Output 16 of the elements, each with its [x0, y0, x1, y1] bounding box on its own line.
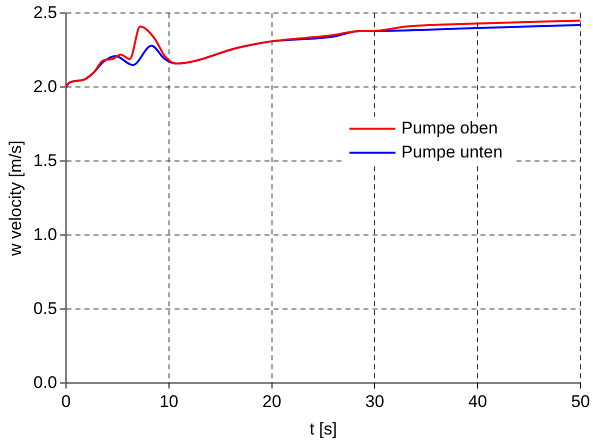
x-axis-title: t [s]	[310, 419, 337, 438]
x-tick-label: 0	[61, 392, 71, 412]
x-tick-label: 50	[571, 392, 590, 412]
x-tick-label: 20	[262, 392, 282, 412]
x-tick-label: 10	[159, 392, 178, 412]
x-tick-label: 30	[365, 392, 384, 412]
y-tick-label: 0.5	[33, 298, 58, 318]
y-tick-label: 1.0	[33, 224, 58, 244]
legend-label: Pumpe unten	[401, 142, 503, 162]
y-tick-label: 1.5	[33, 150, 58, 170]
x-tick-label: 40	[468, 392, 488, 412]
y-tick-label: 2.5	[33, 2, 58, 22]
y-tick-label: 0.0	[33, 372, 58, 392]
legend-label: Pumpe oben	[401, 118, 498, 138]
y-tick-label: 2.0	[33, 76, 58, 96]
y-axis-title: w velocity [m/s]	[6, 140, 25, 257]
